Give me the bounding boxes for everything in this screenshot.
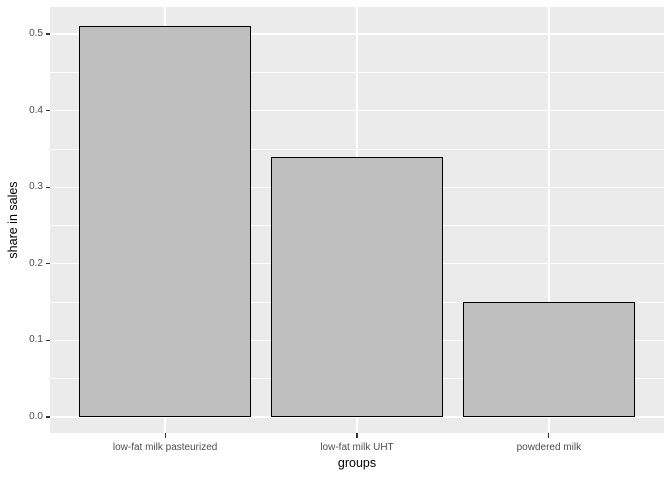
- y-tick-mark: [45, 33, 50, 35]
- major-gridline: [50, 109, 664, 112]
- y-tick-mark: [45, 186, 50, 188]
- y-tick-label: 0.0: [29, 411, 43, 422]
- y-tick-mark: [45, 263, 50, 265]
- y-tick-label: 0.2: [29, 257, 43, 269]
- x-tick-label: low-fat milk UHT: [320, 442, 394, 453]
- y-tick-mark: [45, 339, 50, 341]
- x-tick-label: powdered milk: [516, 442, 582, 453]
- major-gridline: [50, 33, 664, 35]
- x-tick-mark: [356, 433, 358, 438]
- x-tick-label: low-fat milk pasteurized: [112, 442, 218, 453]
- y-tick-label: 0.5: [29, 28, 43, 39]
- y-axis-title: share in sales: [6, 181, 20, 259]
- vertical-gridline: [548, 7, 550, 433]
- x-tick-mark: [548, 433, 550, 438]
- minor-gridline: [50, 71, 664, 73]
- y-tick-label: 0.1: [29, 334, 43, 346]
- plot-panel: [50, 7, 664, 433]
- bar-1: [270, 156, 444, 417]
- y-tick-mark: [45, 416, 50, 418]
- x-tick-mark: [164, 433, 166, 438]
- y-tick-label: 0.3: [29, 181, 43, 193]
- y-tick-label: 0.4: [29, 104, 43, 116]
- y-tick-mark: [45, 110, 50, 112]
- minor-gridline: [50, 148, 664, 150]
- bar-2: [462, 302, 636, 417]
- x-axis-title: groups: [337, 456, 377, 470]
- major-gridline: [50, 416, 664, 418]
- bar-0: [78, 26, 252, 417]
